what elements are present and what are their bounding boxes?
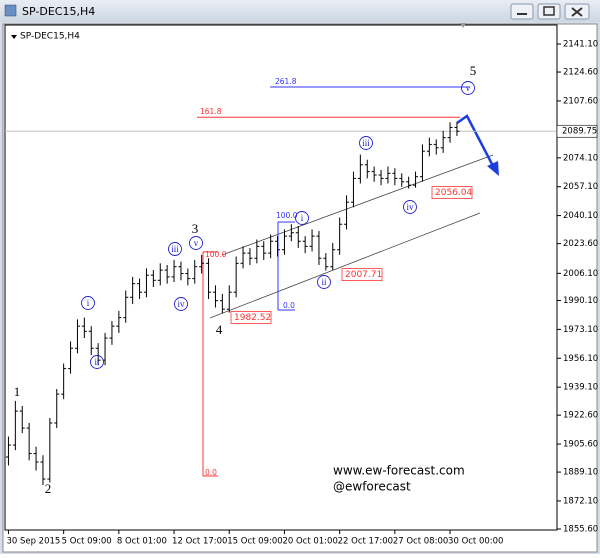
y-tick-label: 1889.10 xyxy=(563,468,598,478)
fib-level-label: 0.0 xyxy=(205,468,217,477)
price-label-box xyxy=(431,186,473,199)
window-title: SP-DEC15,H4 xyxy=(22,5,95,18)
y-tick-label: 2074.10 xyxy=(563,153,598,163)
x-tick-label: 12 Oct 17:00 xyxy=(172,537,227,547)
chart-area xyxy=(2,23,598,553)
subwave-label: v xyxy=(194,238,199,248)
watermark: @ewforecast xyxy=(333,480,411,494)
subwave-label: iv xyxy=(177,299,185,309)
fib-level-label: 100.0 xyxy=(276,211,298,220)
subwave-label: v xyxy=(466,83,471,93)
x-tick-label: 15 Oct 09:00 xyxy=(227,537,282,547)
subwave-circle xyxy=(317,275,331,289)
wave-label: 5 xyxy=(470,63,477,78)
y-tick-label: 1990.10 xyxy=(563,296,598,306)
channel-line xyxy=(209,212,481,319)
subwave-circle xyxy=(168,242,182,256)
close-button[interactable] xyxy=(564,3,590,20)
fib-level-label: 161.8 xyxy=(200,107,222,116)
subwave-circle xyxy=(295,211,309,225)
subwave-circle xyxy=(403,200,417,214)
subwave-label: ii xyxy=(94,357,100,367)
y-tick-label: 2057.10 xyxy=(563,182,598,192)
minimize-button[interactable] xyxy=(510,3,534,20)
watermark: www.ew-forecast.com xyxy=(333,464,465,478)
subwave-label: ii xyxy=(321,277,327,287)
subwave-circle xyxy=(90,355,104,369)
subwave-circle xyxy=(174,297,188,311)
channel-line xyxy=(221,154,494,256)
wave-label: 1 xyxy=(14,384,21,399)
y-tick-label: 1905.60 xyxy=(563,440,598,450)
wave-label: 2 xyxy=(45,481,52,496)
price-label: 2007.71 xyxy=(345,270,382,280)
x-tick-label: 30 Sep 2015 xyxy=(6,537,60,547)
window-icon xyxy=(4,4,17,17)
subwave-circle xyxy=(359,136,373,150)
subwave-label: iii xyxy=(362,138,370,148)
shift-marker xyxy=(460,23,466,28)
arrow-head xyxy=(487,161,499,176)
wave-label: 4 xyxy=(216,322,223,337)
y-tick-label: 1855.60 xyxy=(563,524,598,534)
price-label-box xyxy=(230,310,272,324)
current-price-box xyxy=(556,124,598,138)
y-tick-label: 2107.60 xyxy=(563,96,598,106)
symbol-marker xyxy=(11,35,17,39)
subwave-circle xyxy=(189,236,203,250)
fib-level-label: 0.0 xyxy=(283,301,295,310)
y-tick-label: 2023.60 xyxy=(563,239,598,249)
projection-arrow xyxy=(456,114,495,167)
x-tick-label: 20 Oct 01:00 xyxy=(282,537,337,547)
price-label: 1982.52 xyxy=(234,313,271,323)
wave-label: 3 xyxy=(192,221,199,236)
title-bar xyxy=(0,0,600,22)
x-tick-label: 27 Oct 08:00 xyxy=(393,537,448,547)
y-tick-label: 2141.10 xyxy=(563,40,598,50)
plot-frame xyxy=(4,24,558,531)
fib-level-label: 100.0 xyxy=(205,250,227,259)
y-tick-label: 1973.10 xyxy=(563,325,598,335)
x-tick-label: 5 Oct 09:00 xyxy=(62,537,112,547)
y-tick-label: 1939.10 xyxy=(563,383,598,393)
y-tick-label: 1872.10 xyxy=(563,496,598,506)
subwave-label: i xyxy=(87,298,90,308)
chart-title: SP-DEC15,H4 xyxy=(20,32,80,42)
y-tick-label: 1922.60 xyxy=(563,411,598,421)
subwave-label: iv xyxy=(406,202,414,212)
y-tick-label: 2006.10 xyxy=(563,269,598,279)
y-tick-label: 2124.60 xyxy=(563,68,598,78)
current-price-label: 2089.75 xyxy=(562,127,597,137)
fib-level-label: 261.8 xyxy=(275,77,297,86)
x-tick-label: 22 Oct 17:00 xyxy=(338,537,393,547)
x-tick-label: 8 Oct 01:00 xyxy=(117,537,167,547)
y-tick-label: 1956.10 xyxy=(563,354,598,364)
price-label-box xyxy=(341,268,383,282)
y-tick-label: 2040.10 xyxy=(563,211,598,221)
x-tick-label: 30 Oct 00:00 xyxy=(448,537,503,547)
subwave-label: i xyxy=(301,213,304,223)
subwave-circle xyxy=(461,81,475,95)
subwave-label: iii xyxy=(171,244,179,254)
price-label: 2056.04 xyxy=(435,188,472,198)
subwave-circle xyxy=(81,296,95,310)
maximize-button[interactable] xyxy=(537,3,561,20)
